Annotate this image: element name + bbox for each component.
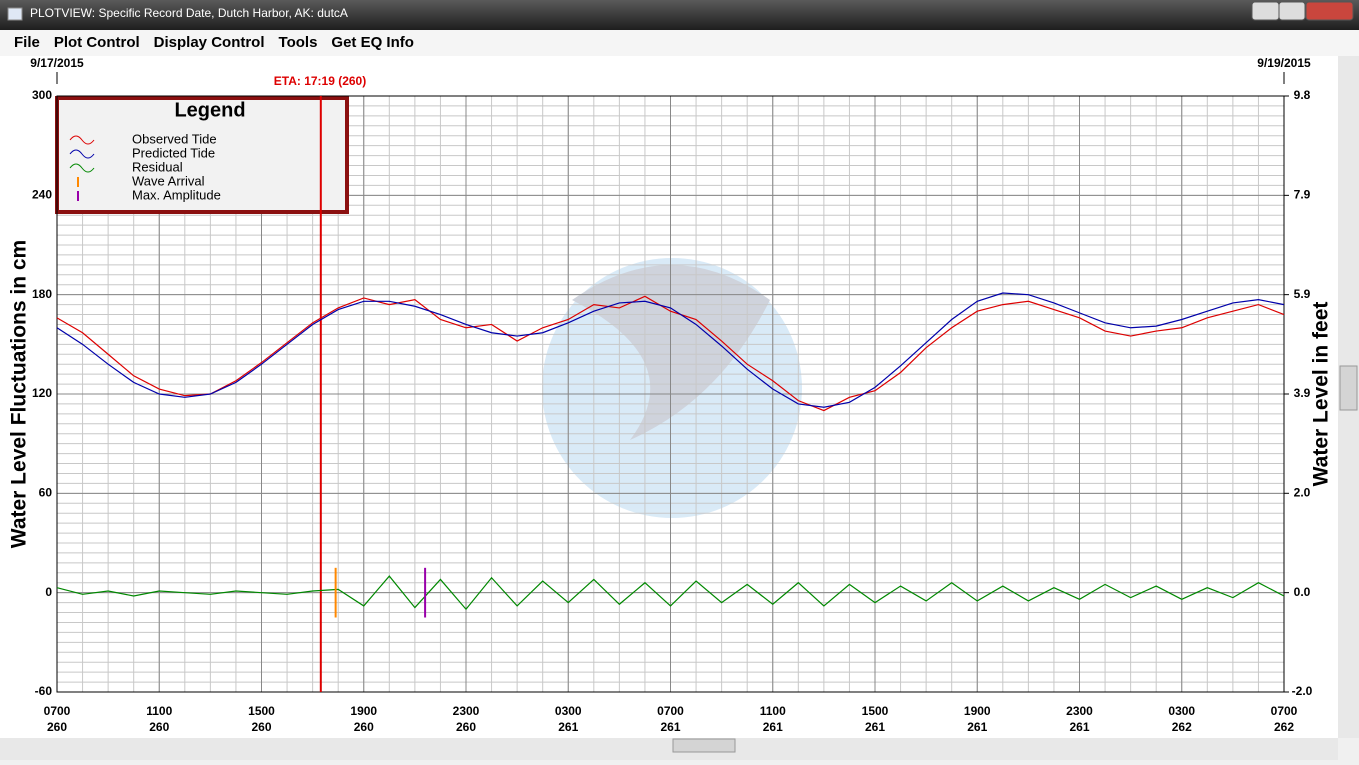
y2-tick-label: 5.9 bbox=[1294, 287, 1311, 301]
x-tick-day: 261 bbox=[967, 720, 987, 734]
x-tick-day: 260 bbox=[47, 720, 67, 734]
menu-item[interactable]: Get EQ Info bbox=[331, 34, 414, 51]
date-right: 9/19/2015 bbox=[1257, 56, 1311, 70]
x-tick-label: 2300 bbox=[1066, 704, 1093, 718]
legend-title: Legend bbox=[174, 99, 245, 121]
y-tick-label: 0 bbox=[45, 585, 52, 599]
y-axis-title: Water Level Fluctuations in cm bbox=[8, 240, 31, 548]
x-tick-label: 1500 bbox=[862, 704, 889, 718]
x-tick-label: 0700 bbox=[44, 704, 71, 718]
y-tick-label: 240 bbox=[32, 188, 52, 202]
x-tick-day: 260 bbox=[251, 720, 271, 734]
x-tick-label: 1100 bbox=[760, 704, 786, 718]
y-tick-label: -60 bbox=[35, 684, 53, 698]
y2-tick-label: 3.9 bbox=[1294, 386, 1311, 400]
y2-tick-label: 7.9 bbox=[1294, 188, 1311, 202]
y2-tick-label: 0.0 bbox=[1294, 585, 1311, 599]
y2-axis-title: Water Level in feet bbox=[1310, 302, 1333, 487]
menu-item[interactable]: Display Control bbox=[154, 34, 265, 51]
x-tick-label: 0300 bbox=[555, 704, 582, 718]
y-tick-label: 300 bbox=[32, 88, 52, 102]
menu-item[interactable]: Plot Control bbox=[54, 34, 140, 51]
maximize-button[interactable] bbox=[1278, 1, 1306, 21]
scroll-thumb[interactable] bbox=[1339, 365, 1358, 411]
series-line bbox=[56, 292, 1285, 408]
x-tick-day: 261 bbox=[660, 720, 680, 734]
legend-swatch bbox=[69, 149, 95, 159]
y2-tick-label: 2.0 bbox=[1294, 485, 1311, 499]
title-bar bbox=[0, 0, 1359, 30]
x-tick-day: 261 bbox=[558, 720, 578, 734]
x-tick-day: 260 bbox=[456, 720, 476, 734]
y2-tick-label: 9.8 bbox=[1294, 88, 1311, 102]
y2-tick-label: -2.0 bbox=[1292, 684, 1313, 698]
plot-frame bbox=[56, 95, 1285, 693]
menu-item[interactable]: Tools bbox=[279, 34, 318, 51]
x-tick-label: 1900 bbox=[350, 704, 377, 718]
x-tick-label: 2300 bbox=[453, 704, 480, 718]
horizontal-scrollbar[interactable] bbox=[0, 738, 1338, 760]
x-tick-day: 261 bbox=[1069, 720, 1089, 734]
legend-label: Predicted Tide bbox=[132, 145, 215, 160]
legend-box bbox=[55, 96, 349, 214]
x-tick-day: 262 bbox=[1274, 720, 1294, 734]
app-icon bbox=[7, 7, 23, 21]
legend-label: Observed Tide bbox=[132, 131, 217, 146]
minimize-button[interactable] bbox=[1251, 1, 1280, 21]
legend-label: Wave Arrival bbox=[132, 173, 205, 188]
legend-swatch bbox=[69, 163, 95, 173]
watermark bbox=[542, 258, 802, 518]
series-line bbox=[56, 575, 1285, 611]
x-tick-label: 0700 bbox=[657, 704, 684, 718]
y-tick-label: 60 bbox=[39, 486, 53, 500]
y-tick-label: 120 bbox=[32, 386, 52, 400]
legend-label: Residual bbox=[132, 159, 183, 174]
x-tick-label: 0700 bbox=[1271, 704, 1298, 718]
y-tick-label: 180 bbox=[32, 287, 52, 301]
close-button[interactable] bbox=[1305, 1, 1354, 21]
scroll-thumb[interactable] bbox=[672, 738, 736, 753]
window-title: PLOTVIEW: Specific Record Date, Dutch Ha… bbox=[30, 6, 348, 20]
series-line bbox=[56, 295, 1285, 412]
date-left: 9/17/2015 bbox=[30, 56, 84, 70]
x-tick-label: 1100 bbox=[146, 704, 172, 718]
x-tick-day: 260 bbox=[149, 720, 169, 734]
menu-bar bbox=[0, 30, 1359, 56]
x-tick-day: 262 bbox=[1172, 720, 1192, 734]
x-tick-label: 1500 bbox=[248, 704, 275, 718]
x-tick-day: 260 bbox=[354, 720, 374, 734]
legend-label: Max. Amplitude bbox=[132, 187, 221, 202]
x-tick-day: 261 bbox=[763, 720, 783, 734]
legend-swatch bbox=[69, 135, 95, 145]
eta-label: ETA: 17:19 (260) bbox=[274, 74, 366, 88]
x-tick-label: 0300 bbox=[1168, 704, 1195, 718]
x-tick-day: 261 bbox=[865, 720, 885, 734]
menu-item[interactable]: File bbox=[14, 34, 40, 51]
x-tick-label: 1900 bbox=[964, 704, 991, 718]
